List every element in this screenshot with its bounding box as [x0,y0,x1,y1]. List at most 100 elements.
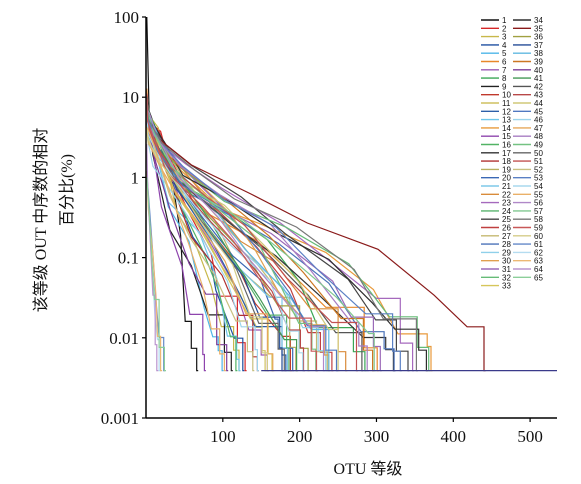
legend-label-38: 38 [534,49,543,58]
legend-label-29: 29 [502,248,511,257]
legend-label-30: 30 [502,257,511,266]
legend-label-15: 15 [502,132,511,141]
series-line-52 [146,131,255,372]
y-tick-label-0.001: 0.001 [101,409,139,428]
series-line-46 [146,132,259,372]
legend-label-40: 40 [534,66,543,75]
legend-label-26: 26 [502,224,511,233]
legend-label-37: 37 [534,41,543,50]
legend-label-19: 19 [502,165,511,174]
legend-label-11: 11 [502,99,511,108]
legend-label-48: 48 [534,132,543,141]
series-line-60 [146,128,269,372]
legend-label-9: 9 [502,82,507,91]
series-line-51 [146,93,358,372]
series-line-45 [146,114,339,372]
legend-label-2: 2 [502,24,507,33]
series-line-48 [146,113,369,372]
legend-label-17: 17 [502,149,511,158]
x-tick-label-400: 400 [441,427,467,446]
legend-label-5: 5 [502,49,507,58]
legend-label-61: 61 [534,240,543,249]
legend-label-18: 18 [502,157,511,166]
series-line-34 [146,98,428,372]
legend-label-7: 7 [502,66,507,75]
legend-label-56: 56 [534,199,543,208]
legend-label-34: 34 [534,16,543,25]
x-tick-label-100: 100 [210,427,236,446]
legend-label-13: 13 [502,116,511,125]
legend-label-10: 10 [502,91,511,100]
legend-label-24: 24 [502,207,511,216]
legend-label-39: 39 [534,58,543,67]
legend-label-64: 64 [534,265,543,274]
legend-label-27: 27 [502,232,511,241]
legend-label-23: 23 [502,199,511,208]
legend-label-57: 57 [534,207,543,216]
legend-label-54: 54 [534,182,543,191]
legend-label-52: 52 [534,165,543,174]
y-tick-label-100: 100 [114,8,140,27]
legend-label-50: 50 [534,149,543,158]
legend-label-28: 28 [502,240,511,249]
series-line-50 [146,115,286,372]
legend-label-14: 14 [502,124,511,133]
legend-label-46: 46 [534,116,543,125]
legend-label-42: 42 [534,82,543,91]
legend-label-43: 43 [534,91,543,100]
y-tick-label-0.1: 0.1 [118,249,139,268]
series-line-56 [146,107,325,372]
legend-label-65: 65 [534,273,543,282]
legend: 1234567891011121314151617181920212223242… [481,16,543,291]
legend-label-6: 6 [502,58,507,67]
legend-label-49: 49 [534,141,543,150]
x-tick-label-200: 200 [287,427,313,446]
legend-label-45: 45 [534,107,543,116]
legend-label-1: 1 [502,16,507,25]
series-line-58 [146,97,418,372]
legend-label-63: 63 [534,257,543,266]
series-line-57 [146,108,376,372]
legend-label-58: 58 [534,215,543,224]
x-tick-label-300: 300 [364,427,390,446]
legend-label-3: 3 [502,33,507,42]
series-line-59 [146,98,319,372]
legend-label-59: 59 [534,224,543,233]
legend-label-35: 35 [534,24,543,33]
x-tick-label-500: 500 [517,427,543,446]
series-line-38 [146,107,331,372]
series-line-26 [146,104,334,372]
legend-label-12: 12 [502,107,511,116]
series-line-55 [146,127,226,372]
legend-label-55: 55 [534,190,543,199]
legend-label-53: 53 [534,174,543,183]
legend-label-51: 51 [534,157,543,166]
legend-label-20: 20 [502,174,511,183]
series-line-65 [146,177,166,372]
plot-area: 100 10 1 0.1 0.01 0.001 100 200 300 400 500 [101,8,557,446]
legend-label-21: 21 [502,182,511,191]
legend-label-8: 8 [502,74,507,83]
y-axis-title-line-1: 该等级 OUT 中序数的相对 [32,128,50,313]
legend-label-41: 41 [534,74,543,83]
legend-label-31: 31 [502,265,511,274]
y-axis-title: 该等级 OUT 中序数的相对 百分比(%) [32,128,76,313]
legend-label-25: 25 [502,215,511,224]
x-axis-title: OTU 等级 [334,460,403,478]
legend-label-16: 16 [502,141,511,150]
legend-label-4: 4 [502,41,507,50]
legend-label-32: 32 [502,273,511,282]
y-axis-title-line-2: 百分比(%) [58,154,76,226]
legend-label-62: 62 [534,248,543,257]
y-tick-label-1: 1 [131,168,140,187]
y-tick-label-10: 10 [122,88,139,107]
legend-label-22: 22 [502,190,511,199]
legend-label-44: 44 [534,99,543,108]
y-tick-label-0.01: 0.01 [109,329,139,348]
legend-label-60: 60 [534,232,543,241]
legend-label-36: 36 [534,33,543,42]
legend-label-47: 47 [534,124,543,133]
series-line-47 [146,128,275,372]
legend-label-33: 33 [502,282,511,291]
